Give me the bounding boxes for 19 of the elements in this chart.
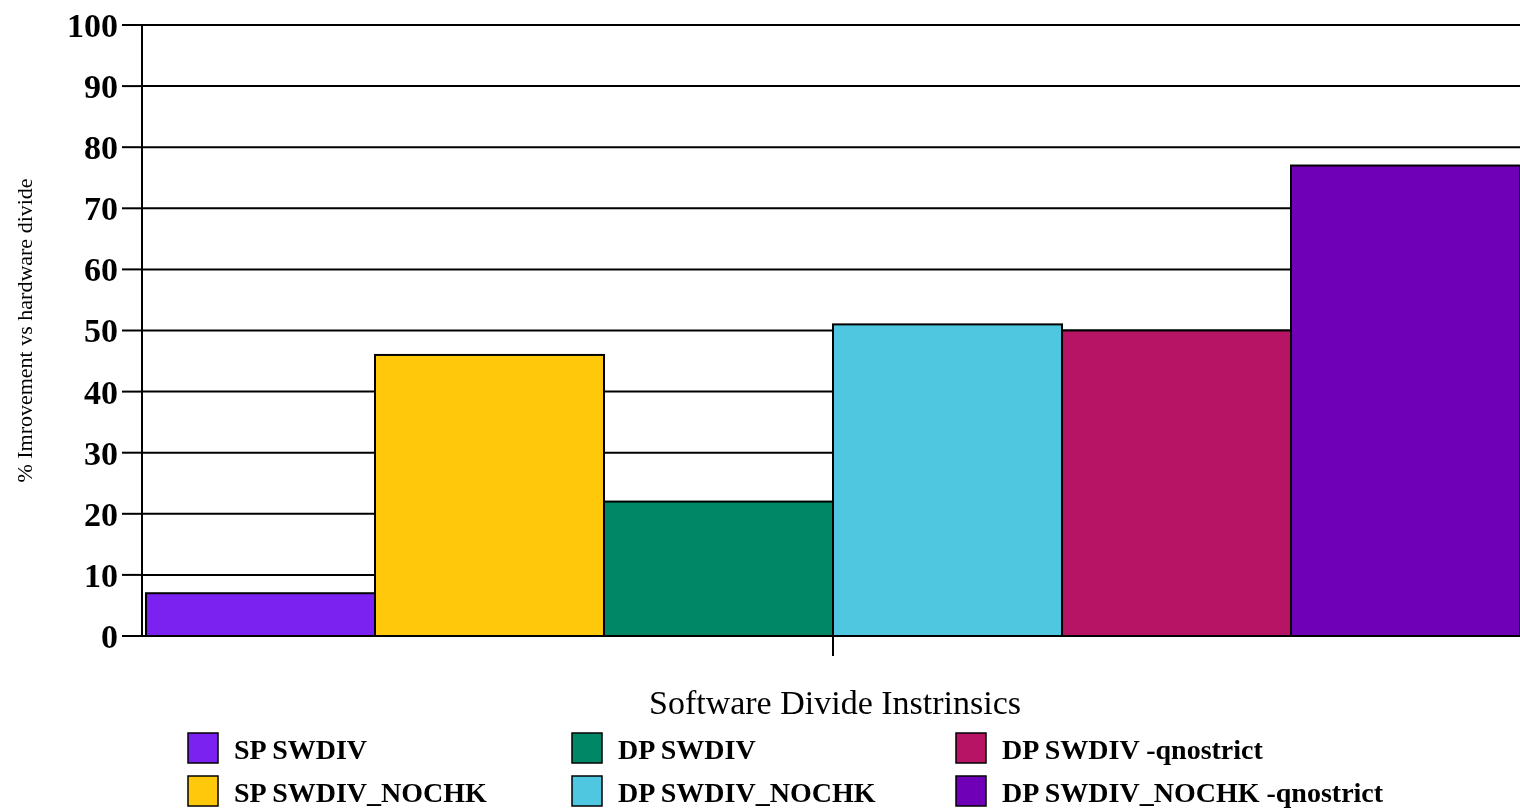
- y-tick-label: 0: [101, 617, 118, 655]
- y-tick-label: 60: [84, 251, 118, 289]
- y-axis-title: % Imrovement vs hardware divide: [12, 178, 37, 483]
- x-axis-title: Software Divide Instrinsics: [648, 684, 1022, 721]
- legend-label: DP SWDIV_NOCHK: [618, 777, 876, 808]
- y-tick-label: 80: [84, 129, 118, 167]
- y-tick-label: 70: [84, 190, 118, 228]
- y-tick-label: 10: [84, 556, 118, 594]
- y-tick-label: 40: [84, 373, 118, 411]
- y-tick-label: 20: [84, 495, 118, 533]
- legend-label: DP SWDIV_NOCHK -qnostrict: [1002, 777, 1384, 808]
- y-tick-label: 100: [67, 6, 118, 44]
- legend-label: SP SWDIV: [234, 734, 368, 765]
- y-tick-label: 30: [84, 434, 118, 472]
- y-tick-label: 50: [84, 312, 118, 350]
- legend-label: SP SWDIV_NOCHK: [234, 777, 488, 808]
- legend-label: DP SWDIV: [618, 734, 756, 765]
- legend-label: DP SWDIV -qnostrict: [1002, 734, 1264, 765]
- y-tick-label: 90: [84, 68, 118, 105]
